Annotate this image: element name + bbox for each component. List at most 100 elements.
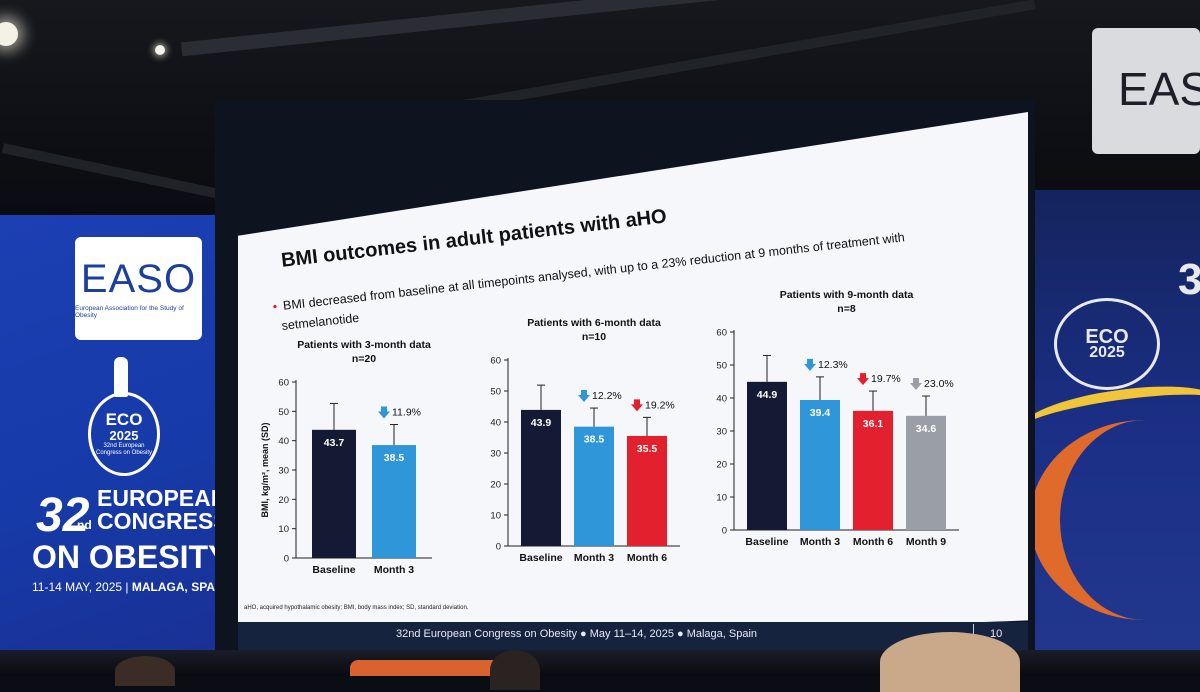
- chart-subtitle: n=10: [582, 331, 606, 343]
- x-category-label: Month 3: [574, 552, 614, 564]
- reduction-label: 23.0%: [924, 378, 954, 390]
- x-category-label: Month 6: [627, 552, 667, 564]
- chart-title: Patients with 6-month data: [527, 317, 661, 329]
- congress-date-text: 11-14 MAY, 2025: [32, 580, 123, 594]
- y-tick-label: 10: [490, 511, 501, 522]
- reduction-label: 19.2%: [645, 399, 675, 411]
- y-tick-label: 30: [490, 449, 501, 460]
- ceiling-light: [0, 22, 18, 46]
- y-tick-label: 40: [716, 394, 727, 405]
- bar: [574, 426, 614, 546]
- congress-line-obesity: ON OBESITY: [32, 539, 230, 575]
- bar-value-label: 38.5: [384, 452, 405, 464]
- easo-sign-right-word: EASO: [1118, 63, 1200, 115]
- y-axis-label: BMI, kg/m², mean (SD): [260, 422, 270, 517]
- down-arrow-icon: [804, 358, 816, 371]
- y-tick-label: 30: [716, 427, 727, 438]
- congress-line-european: EUROPEAN: [97, 485, 228, 511]
- slide-bullet-continued: setmelanotide: [281, 310, 360, 333]
- reduction-label: 19.7%: [871, 373, 901, 385]
- easo-logo: EASO European Association for the Study …: [75, 237, 202, 340]
- slide-footnote: aHO, acquired hypothalamic obesity; BMI,…: [244, 605, 469, 611]
- easo-logo-subtitle: European Association for the Study of Ob…: [75, 304, 184, 319]
- y-tick-label: 10: [716, 493, 727, 504]
- y-tick-label: 40: [278, 436, 289, 447]
- audience-head: [490, 650, 540, 690]
- easo-logo-word: EASO: [80, 256, 197, 301]
- ceiling-light: [155, 45, 165, 55]
- x-category-label: Baseline: [519, 552, 562, 564]
- bar-value-label: 43.9: [531, 417, 552, 429]
- bar: [312, 429, 356, 558]
- bar: [800, 399, 840, 530]
- bar-value-label: 44.9: [757, 389, 778, 401]
- reduction-label: 11.9%: [392, 407, 421, 419]
- bar-chart-6-month: Patients with 6-month data n=10 0 10 20 30 40 5…: [470, 312, 680, 572]
- down-arrow-icon: [378, 406, 390, 419]
- y-tick-label: 60: [716, 328, 727, 339]
- eco-badge: ECO 2025 32nd European Congress on Obesi…: [88, 392, 160, 476]
- bar: [853, 410, 893, 530]
- bar-value-label: 36.1: [863, 418, 884, 430]
- y-tick-label: 10: [278, 524, 289, 535]
- easo-sign-right: [1092, 28, 1200, 154]
- bar: [747, 381, 787, 530]
- y-tick-label: 60: [490, 356, 501, 367]
- bar-value-label: 35.5: [637, 443, 658, 455]
- chart-subtitle: n=8: [837, 303, 856, 315]
- chart-title: Patients with 9-month data: [780, 289, 914, 301]
- y-tick-label: 60: [278, 378, 289, 389]
- chart-svg: Patients with 9-month data n=8 0 10 20 30 40 50…: [716, 289, 959, 548]
- chart-subtitle: n=20: [352, 353, 376, 365]
- down-arrow-icon: [631, 399, 643, 412]
- slide-footer-text: 32nd European Congress on Obesity ● May …: [396, 628, 758, 640]
- y-tick-label: 0: [722, 526, 727, 537]
- x-category-label: Month 9: [906, 536, 946, 548]
- y-tick-label: 20: [716, 460, 727, 471]
- y-tick-label: 50: [490, 387, 501, 398]
- down-arrow-icon: [857, 373, 869, 386]
- x-category-label: Baseline: [312, 564, 355, 576]
- slide-content: BMI outcomes in adult patients with aHO …: [238, 112, 1028, 650]
- congress-line-congress: CONGRESS: [97, 508, 229, 534]
- bar: [627, 435, 667, 546]
- audience-head: [880, 632, 1020, 692]
- congress-ordinal: nd: [77, 518, 92, 532]
- chart-title: Patients with 3-month data: [297, 339, 431, 351]
- x-category-label: Month 6: [853, 536, 893, 548]
- eco-small: 32nd European Congress on Obesity: [95, 443, 153, 456]
- audience-area: [0, 650, 1200, 676]
- eco-word: ECO: [105, 410, 143, 429]
- bar-value-label: 38.5: [584, 434, 605, 446]
- x-category-label: Baseline: [745, 536, 788, 548]
- bar-value-label: 34.6: [916, 423, 937, 435]
- y-tick-label: 0: [496, 542, 501, 553]
- y-tick-label: 20: [490, 480, 501, 491]
- ceiling-beam: [180, 0, 800, 57]
- y-tick-label: 20: [278, 495, 289, 506]
- audience-head: [115, 656, 175, 686]
- eco-badge-right: ECO 2025: [1054, 298, 1160, 390]
- bar-value-label: 43.7: [324, 437, 345, 449]
- congress-place: MALAGA, SPAIN: [131, 580, 227, 594]
- eco-word-right: ECO: [1085, 326, 1129, 348]
- x-category-label: Month 3: [374, 564, 414, 576]
- bar: [906, 415, 946, 530]
- y-tick-label: 40: [490, 418, 501, 429]
- down-arrow-icon: [910, 378, 922, 391]
- y-tick-label: 50: [716, 361, 727, 372]
- down-arrow-icon: [578, 390, 590, 403]
- y-tick-label: 50: [278, 407, 289, 418]
- y-tick-label: 0: [284, 554, 289, 565]
- bar: [521, 409, 561, 546]
- slide-page-number: 10: [990, 628, 1003, 640]
- bar-value-label: 39.4: [810, 407, 831, 419]
- y-tick-label: 30: [278, 466, 289, 477]
- chart-svg: Patients with 6-month data n=10 0 10 20 30 40 5…: [490, 317, 680, 564]
- congress-date: 11-14 MAY, 2025 | MALAGA, SPAIN: [32, 580, 227, 594]
- chart-svg: Patients with 3-month data n=20 BMI, kg/m²…: [260, 339, 432, 576]
- eco-year-right: 2025: [1089, 344, 1125, 361]
- x-category-label: Month 3: [800, 536, 840, 548]
- reduction-label: 12.2%: [592, 390, 622, 402]
- congress-number: 32: [36, 489, 90, 542]
